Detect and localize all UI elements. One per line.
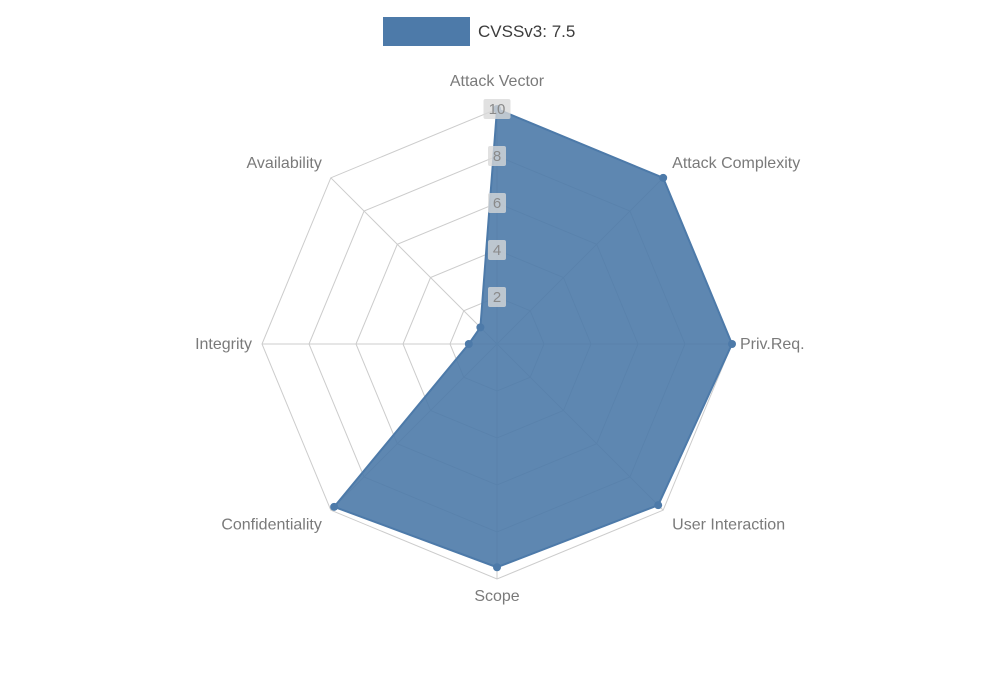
axis-label-availability: Availability	[247, 155, 322, 172]
axis-label-priv-req: Priv.Req.	[740, 336, 805, 353]
radar-vertex-dot	[654, 501, 663, 510]
tick-label: 10	[489, 101, 506, 118]
tick-label-box	[488, 287, 506, 307]
axis-label-integrity: Integrity	[195, 336, 252, 353]
radar-vertex-dot	[464, 340, 473, 348]
radar-vertex-dot	[476, 323, 485, 332]
axis-label-confidentiality: Confidentiality	[221, 516, 322, 533]
axis-label-scope: Scope	[474, 588, 519, 605]
axis-label-attack-complexity: Attack Complexity	[672, 155, 800, 172]
legend-swatch	[383, 17, 470, 46]
radar-vertex-dot	[728, 340, 736, 348]
radar-vertex-dot	[659, 173, 668, 182]
radar-series-polygon	[333, 108, 733, 569]
tick-label: 6	[493, 195, 501, 212]
legend-label: CVSSv3: 7.5	[478, 22, 576, 41]
radar-vertex-dot	[493, 563, 501, 572]
tick-label-box	[483, 99, 511, 119]
radar-spoke	[330, 177, 498, 345]
chart-legend[interactable]: CVSSv3: 7.5	[383, 17, 575, 46]
tick-label-box	[488, 240, 506, 260]
tick-label: 8	[493, 148, 501, 165]
tick-label-box	[488, 193, 506, 213]
axis-label-attack-vector: Attack Vector	[450, 73, 545, 90]
axis-label-user-interaction: User Interaction	[672, 516, 785, 533]
tick-label-box	[488, 146, 506, 166]
radar-vertex-dot	[330, 502, 339, 511]
tick-label: 4	[493, 242, 501, 259]
tick-label: 2	[493, 289, 501, 306]
